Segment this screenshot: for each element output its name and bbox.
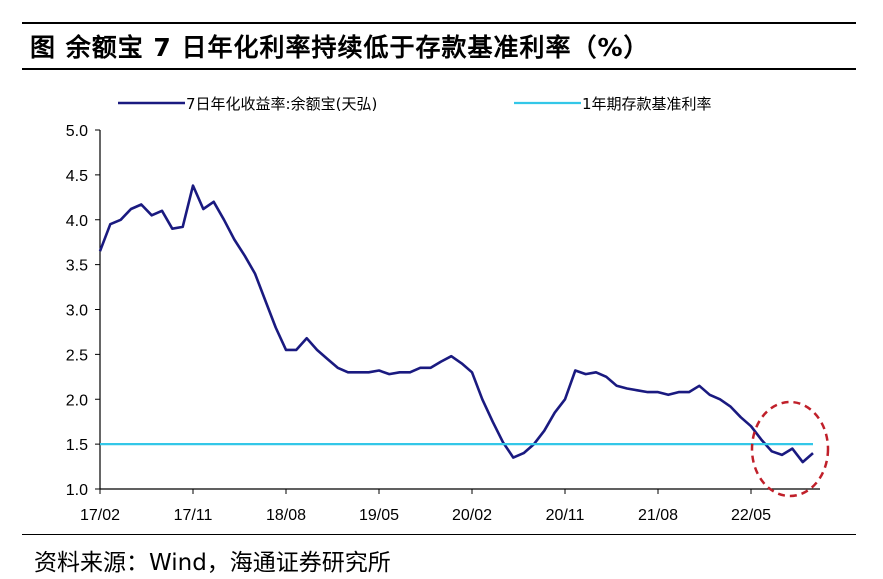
source-bar: 资料来源：Wind，海通证券研究所 (22, 534, 856, 578)
y-tick-label: 1.0 (66, 482, 88, 499)
legend-label-2: 1年期存款基准利率 (582, 95, 712, 113)
x-tick-label: 17/02 (80, 507, 120, 524)
title-bar: 图 余额宝 7 日年化利率持续低于存款基准利率（%） (22, 22, 856, 70)
chart-title: 图 余额宝 7 日年化利率持续低于存款基准利率（%） (30, 33, 650, 62)
y-tick-label: 3.5 (66, 258, 88, 275)
x-tick-labels: 17/02 17/11 18/08 19/05 20/02 20/11 21/08 22/05 (80, 507, 771, 524)
x-tick-label: 20/02 (452, 507, 492, 524)
x-tick-label: 20/11 (546, 507, 585, 524)
legend: 7日年化收益率:余额宝(天弘) 1年期存款基准利率 (118, 95, 712, 113)
y-tick-label: 4.0 (66, 213, 88, 230)
series-line-1 (98, 184, 814, 464)
source-note: 资料来源：Wind，海通证券研究所 (34, 550, 391, 576)
y-tick-label: 3.0 (66, 303, 88, 320)
y-tick-label: 2.0 (66, 392, 88, 409)
x-tick-label: 19/05 (359, 507, 399, 524)
axes (95, 129, 820, 494)
x-tick-label: 17/11 (174, 507, 213, 524)
legend-label-1: 7日年化收益率:余额宝(天弘) (186, 95, 377, 113)
series-layer (98, 184, 814, 464)
x-tick-label: 21/08 (638, 507, 678, 524)
x-tick-label: 22/05 (731, 507, 771, 524)
x-tick-label: 18/08 (266, 507, 306, 524)
y-tick-label: 5.0 (66, 123, 88, 140)
highlight-circle (750, 400, 830, 498)
y-tick-label: 2.5 (66, 347, 88, 364)
y-tick-labels: 5.0 4.5 4.0 3.5 3.0 2.5 2.0 1.5 1.0 (66, 123, 88, 499)
y-tick-label: 1.5 (66, 437, 88, 454)
y-tick-label: 4.5 (66, 168, 88, 185)
